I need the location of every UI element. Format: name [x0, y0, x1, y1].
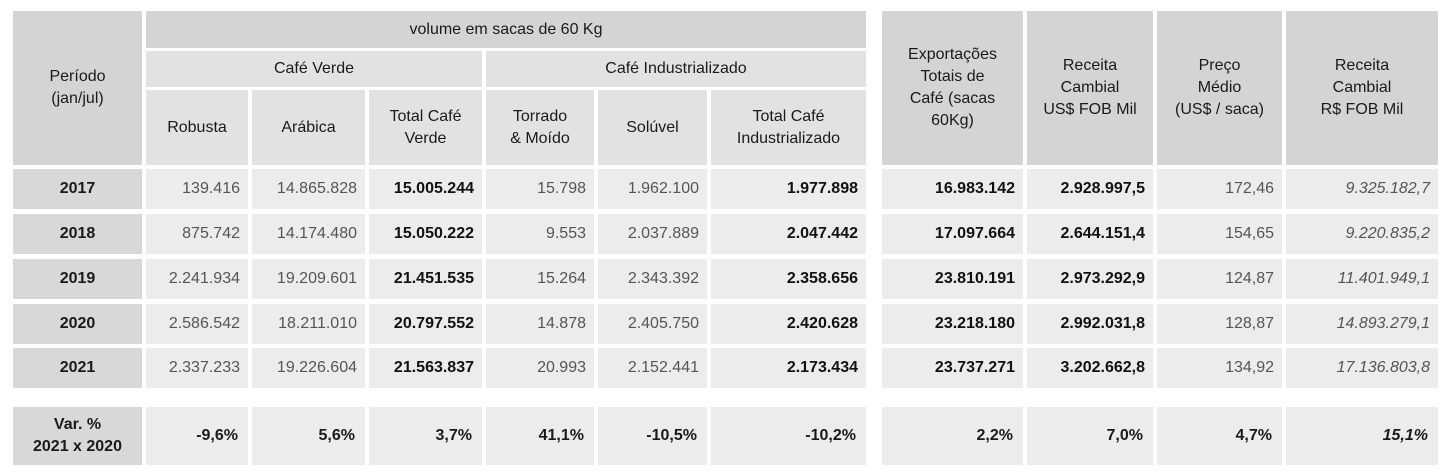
- cell-torrado: 15.798: [486, 169, 594, 209]
- header-preco-medio: Preço Médio (US$ / saca): [1157, 11, 1282, 165]
- row-year: 2021: [13, 348, 142, 388]
- cell-receita-usd: 2.973.292,9: [1027, 259, 1153, 299]
- variation-torrado: 41,1%: [486, 407, 594, 465]
- cell-torrado: 14.878: [486, 304, 594, 344]
- variation-preco: 4,7%: [1157, 407, 1282, 465]
- cell-exportacoes: 16.983.142: [882, 169, 1023, 209]
- header-torrado: Torrado & Moído: [486, 90, 594, 165]
- cell-exportacoes: 23.737.271: [882, 348, 1023, 388]
- row-year: 2019: [13, 259, 142, 299]
- header-cafe-verde: Café Verde: [146, 51, 482, 87]
- row-year: 2017: [13, 169, 142, 209]
- cell-preco-medio: 128,87: [1157, 304, 1282, 344]
- row-year: 2018: [13, 214, 142, 254]
- cell-total-industrializado: 2.173.434: [711, 348, 866, 388]
- cell-receita-brl: 14.893.279,1: [1286, 304, 1438, 344]
- cell-total-industrializado: 2.047.442: [711, 214, 866, 254]
- cell-total-verde: 15.005.244: [369, 169, 482, 209]
- header-robusta: Robusta: [146, 90, 248, 165]
- cell-receita-brl: 9.220.835,2: [1286, 214, 1438, 254]
- cell-receita-brl: 11.401.949,1: [1286, 259, 1438, 299]
- cell-total-verde: 20.797.552: [369, 304, 482, 344]
- cell-preco-medio: 154,65: [1157, 214, 1282, 254]
- cell-torrado: 20.993: [486, 348, 594, 388]
- cell-preco-medio: 134,92: [1157, 348, 1282, 388]
- cell-soluvel: 2.152.441: [598, 348, 707, 388]
- cell-robusta: 2.241.934: [146, 259, 248, 299]
- variation-total-industrializado: -10,2%: [711, 407, 866, 465]
- variation-exportacoes: 2,2%: [882, 407, 1023, 465]
- cell-torrado: 15.264: [486, 259, 594, 299]
- cell-robusta: 2.586.542: [146, 304, 248, 344]
- cell-total-verde: 15.050.222: [369, 214, 482, 254]
- cell-soluvel: 2.037.889: [598, 214, 707, 254]
- cell-arabica: 19.209.601: [252, 259, 365, 299]
- cell-exportacoes: 17.097.664: [882, 214, 1023, 254]
- header-periodo: Período (jan/jul): [13, 11, 142, 165]
- cell-robusta: 875.742: [146, 214, 248, 254]
- header-total-verde: Total Café Verde: [369, 90, 482, 165]
- cell-receita-usd: 2.928.997,5: [1027, 169, 1153, 209]
- cell-total-industrializado: 2.358.656: [711, 259, 866, 299]
- cell-torrado: 9.553: [486, 214, 594, 254]
- cell-arabica: 19.226.604: [252, 348, 365, 388]
- cell-total-verde: 21.563.837: [369, 348, 482, 388]
- cell-arabica: 14.174.480: [252, 214, 365, 254]
- variation-soluvel: -10,5%: [598, 407, 707, 465]
- row-year: 2020: [13, 304, 142, 344]
- cell-preco-medio: 172,46: [1157, 169, 1282, 209]
- cell-receita-usd: 2.644.151,4: [1027, 214, 1153, 254]
- cell-receita-brl: 9.325.182,7: [1286, 169, 1438, 209]
- cell-receita-usd: 3.202.662,8: [1027, 348, 1153, 388]
- cell-robusta: 139.416: [146, 169, 248, 209]
- header-arabica: Arábica: [252, 90, 365, 165]
- variation-arabica: 5,6%: [252, 407, 365, 465]
- cell-total-verde: 21.451.535: [369, 259, 482, 299]
- cell-total-industrializado: 2.420.628: [711, 304, 866, 344]
- cell-exportacoes: 23.810.191: [882, 259, 1023, 299]
- variation-receita-usd: 7,0%: [1027, 407, 1153, 465]
- header-exportacoes: Exportações Totais de Café (sacas 60Kg): [882, 11, 1023, 165]
- cell-exportacoes: 23.218.180: [882, 304, 1023, 344]
- cell-soluvel: 1.962.100: [598, 169, 707, 209]
- cell-total-industrializado: 1.977.898: [711, 169, 866, 209]
- variation-robusta: -9,6%: [146, 407, 248, 465]
- header-receita-brl: Receita Cambial R$ FOB Mil: [1286, 11, 1438, 165]
- cell-arabica: 14.865.828: [252, 169, 365, 209]
- header-cafe-industrializado: Café Industrializado: [486, 51, 866, 87]
- cell-preco-medio: 124,87: [1157, 259, 1282, 299]
- cell-arabica: 18.211.010: [252, 304, 365, 344]
- cell-receita-usd: 2.992.031,8: [1027, 304, 1153, 344]
- variation-label: Var. % 2021 x 2020: [13, 407, 142, 465]
- variation-total-verde: 3,7%: [369, 407, 482, 465]
- header-volume: volume em sacas de 60 Kg: [146, 11, 866, 48]
- header-soluvel: Solúvel: [598, 90, 707, 165]
- header-receita-usd: Receita Cambial US$ FOB Mil: [1027, 11, 1153, 165]
- cell-robusta: 2.337.233: [146, 348, 248, 388]
- cell-soluvel: 2.405.750: [598, 304, 707, 344]
- variation-receita-brl: 15,1%: [1286, 407, 1438, 465]
- cell-receita-brl: 17.136.803,8: [1286, 348, 1438, 388]
- header-total-industrializado: Total Café Industrializado: [711, 90, 866, 165]
- cell-soluvel: 2.343.392: [598, 259, 707, 299]
